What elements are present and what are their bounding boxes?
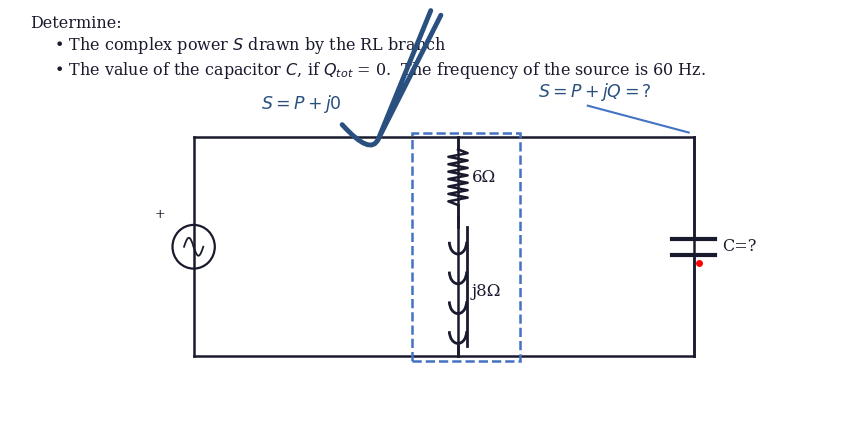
Text: Determine:: Determine: <box>30 15 122 32</box>
Bar <box>412 133 520 361</box>
Text: • The value of the capacitor $C$, if $Q_{tot}$ = 0.  The frequency of the source: • The value of the capacitor $C$, if $Q_… <box>54 60 706 81</box>
Text: 6Ω: 6Ω <box>471 169 495 186</box>
Text: • The complex power $S$ drawn by the RL branch: • The complex power $S$ drawn by the RL … <box>54 35 446 56</box>
Text: $S = P + jQ = ?$: $S = P + jQ = ?$ <box>538 81 651 103</box>
Text: j8Ω: j8Ω <box>471 283 501 300</box>
Text: +: + <box>155 208 165 221</box>
Text: $S = P + j0$: $S = P + j0$ <box>261 93 342 115</box>
Text: C=?: C=? <box>722 238 757 255</box>
